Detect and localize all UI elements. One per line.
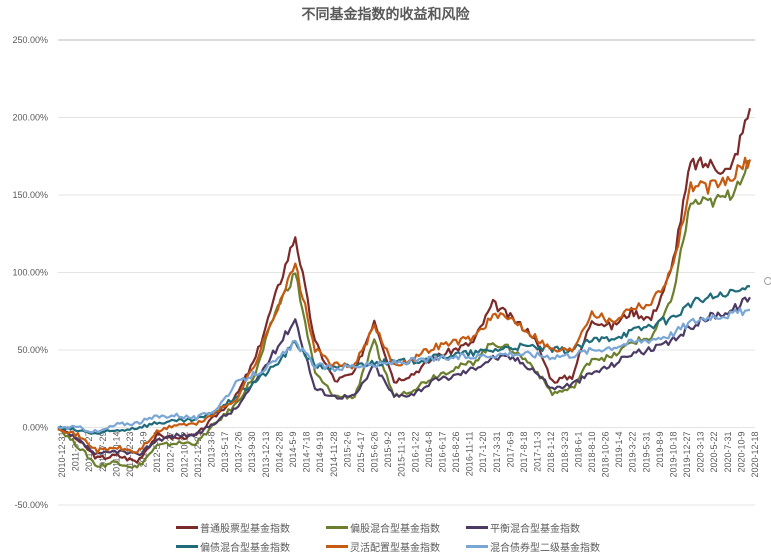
svg-text:100.00%: 100.00%: [12, 268, 48, 278]
svg-text:2019-12-27: 2019-12-27: [682, 432, 692, 478]
svg-text:2013-5-17: 2013-5-17: [220, 432, 230, 473]
legend-swatch-icon: [466, 526, 488, 529]
series-line: [57, 159, 751, 469]
svg-text:2019-8-9: 2019-8-9: [655, 432, 665, 468]
svg-text:2015-2-6: 2015-2-6: [342, 432, 352, 468]
svg-text:2018-1-12: 2018-1-12: [546, 432, 556, 473]
series-line: [57, 156, 752, 454]
svg-text:2013-9-30: 2013-9-30: [247, 432, 257, 473]
chart-title: 不同基金指数的收益和风险: [301, 7, 470, 23]
legend-item: 平衡混合型基金指数: [466, 520, 626, 535]
svg-text:150.00%: 150.00%: [12, 190, 48, 200]
series-line: [57, 107, 752, 464]
svg-text:2020-5-22: 2020-5-22: [709, 432, 719, 473]
svg-text:2019-10-18: 2019-10-18: [668, 432, 678, 478]
legend-item: 偏股混合型基金指数: [326, 520, 466, 535]
svg-text:2016-1-22: 2016-1-22: [410, 432, 420, 473]
svg-text:200.00%: 200.00%: [12, 113, 48, 123]
legend-swatch-icon: [466, 545, 488, 548]
svg-text:50.00%: 50.00%: [17, 345, 48, 355]
svg-text:2015-4-17: 2015-4-17: [356, 432, 366, 473]
svg-text:2014-5-9: 2014-5-9: [288, 432, 298, 468]
svg-text:2012-10-12: 2012-10-12: [179, 432, 189, 478]
series-line: [57, 307, 751, 434]
line-chart: 250.00% 200.00% 150.00% 100.00% 50.00% 0.00% -…: [12, 35, 760, 510]
svg-text:2020-10-9: 2020-10-9: [736, 432, 746, 473]
svg-text:2012-12-21: 2012-12-21: [193, 432, 203, 478]
svg-text:2018-6-1: 2018-6-1: [573, 432, 583, 468]
svg-text:2014-11-28: 2014-11-28: [329, 432, 339, 477]
legend-label: 平衡混合型基金指数: [490, 524, 580, 535]
svg-text:2016-4-8: 2016-4-8: [424, 432, 434, 468]
svg-text:2013-7-26: 2013-7-26: [234, 432, 244, 473]
legend-swatch-icon: [176, 545, 198, 548]
series-line: [57, 296, 751, 457]
svg-text:2013-3-8: 2013-3-8: [206, 432, 216, 468]
svg-text:2016-8-26: 2016-8-26: [451, 432, 461, 473]
chart-resize-handle[interactable]: [764, 277, 771, 285]
svg-text:250.00%: 250.00%: [12, 35, 48, 45]
svg-text:2017-11-3: 2017-11-3: [533, 432, 543, 472]
svg-text:2014-2-28: 2014-2-28: [274, 432, 284, 473]
legend-swatch-icon: [326, 545, 348, 548]
legend-label: 偏股混合型基金指数: [350, 524, 440, 535]
svg-text:2014-7-18: 2014-7-18: [302, 432, 312, 473]
svg-text:2017-8-18: 2017-8-18: [519, 432, 529, 473]
svg-text:2012-5-18: 2012-5-18: [152, 432, 162, 473]
svg-text:2012-7-27: 2012-7-27: [166, 432, 176, 473]
svg-text:2015-6-26: 2015-6-26: [370, 432, 380, 473]
x-axis-labels: 2010-12-31 2011-3-11 2011-5-27 2011-7-29 201…: [57, 432, 760, 478]
svg-text:2018-10-26: 2018-10-26: [601, 432, 611, 478]
series-lines: [57, 107, 752, 469]
legend-swatch-icon: [176, 526, 198, 529]
svg-text:2011-5-27: 2011-5-27: [84, 432, 94, 472]
series-line: [57, 285, 751, 435]
svg-text:2020-7-31: 2020-7-31: [723, 432, 733, 473]
svg-text:2020-3-13: 2020-3-13: [696, 432, 706, 473]
svg-text:2017-6-9: 2017-6-9: [505, 432, 515, 468]
svg-text:2019-1-4: 2019-1-4: [614, 432, 624, 468]
legend-item: 混合债券型二级基金指数: [466, 539, 626, 554]
svg-text:2011-3-11: 2011-3-11: [71, 432, 81, 472]
legend-label: 灵活配置型基金指数: [350, 543, 440, 554]
svg-text:2014-9-19: 2014-9-19: [315, 432, 325, 473]
legend-item: 普通股票型基金指数: [176, 520, 326, 535]
svg-text:2015-9-2: 2015-9-2: [383, 432, 393, 468]
svg-text:2015-11-13: 2015-11-13: [397, 432, 407, 477]
svg-text:2019-3-22: 2019-3-22: [628, 432, 638, 473]
svg-text:2019-5-31: 2019-5-31: [641, 432, 651, 473]
svg-text:0.00%: 0.00%: [22, 423, 48, 433]
legend-label: 偏债混合型基金指数: [200, 543, 290, 554]
legend-swatch-icon: [326, 526, 348, 529]
svg-text:2013-12-13: 2013-12-13: [261, 432, 271, 478]
svg-text:2011-12-23: 2011-12-23: [125, 432, 135, 477]
svg-text:2016-6-17: 2016-6-17: [437, 432, 447, 473]
svg-text:-50.00%: -50.00%: [14, 500, 48, 510]
legend-label: 普通股票型基金指数: [200, 524, 290, 535]
y-axis-labels: 250.00% 200.00% 150.00% 100.00% 50.00% 0.00% -…: [12, 35, 48, 510]
legend-item: 灵活配置型基金指数: [326, 539, 466, 554]
svg-text:2017-3-31: 2017-3-31: [492, 432, 502, 473]
svg-text:2016-11-11: 2016-11-11: [465, 432, 475, 477]
svg-text:2018-8-10: 2018-8-10: [587, 432, 597, 473]
svg-text:2020-12-18: 2020-12-18: [750, 432, 760, 478]
legend-item: 偏债混合型基金指数: [176, 539, 326, 554]
svg-text:2010-12-31: 2010-12-31: [57, 432, 67, 478]
svg-text:2018-3-23: 2018-3-23: [560, 432, 570, 473]
legend: 普通股票型基金指数 偏股混合型基金指数 平衡混合型基金指数 偏债混合型基金指数 …: [176, 520, 626, 554]
legend-label: 混合债券型二级基金指数: [490, 543, 600, 554]
gridlines: [58, 39, 755, 506]
svg-text:2017-1-20: 2017-1-20: [478, 432, 488, 473]
